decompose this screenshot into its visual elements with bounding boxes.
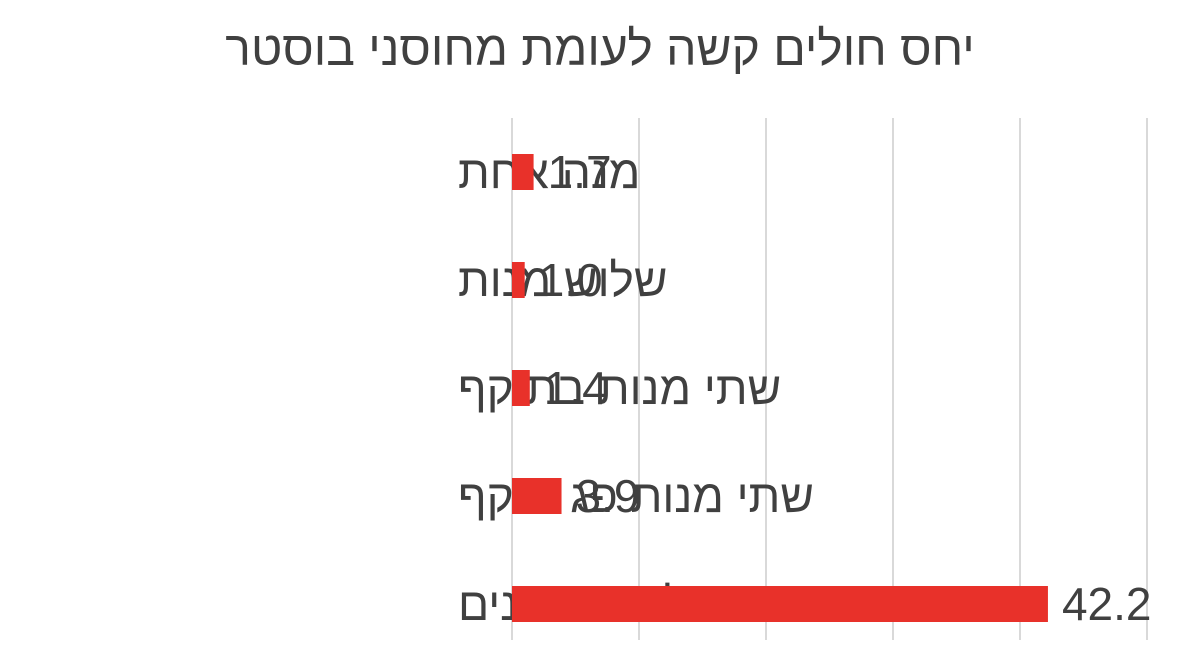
bar: [512, 154, 534, 190]
category-label: מנה אחת: [458, 146, 640, 198]
data-label: 42.2: [1062, 578, 1152, 630]
data-label: 1.0: [539, 254, 603, 306]
bar: [512, 586, 1048, 622]
bar: [512, 370, 530, 406]
bar: [512, 262, 525, 298]
bar: [512, 478, 562, 514]
data-label: 1.7: [548, 146, 612, 198]
category-label: שלוש מנות: [458, 254, 668, 306]
data-label: 1.4: [544, 362, 608, 414]
category-label: שתי מנות בתוקף: [458, 362, 781, 414]
data-label: 3.9: [576, 470, 640, 522]
chart-title: יחס חולים קשה לעומת מחוסני בוסטר: [225, 23, 975, 76]
